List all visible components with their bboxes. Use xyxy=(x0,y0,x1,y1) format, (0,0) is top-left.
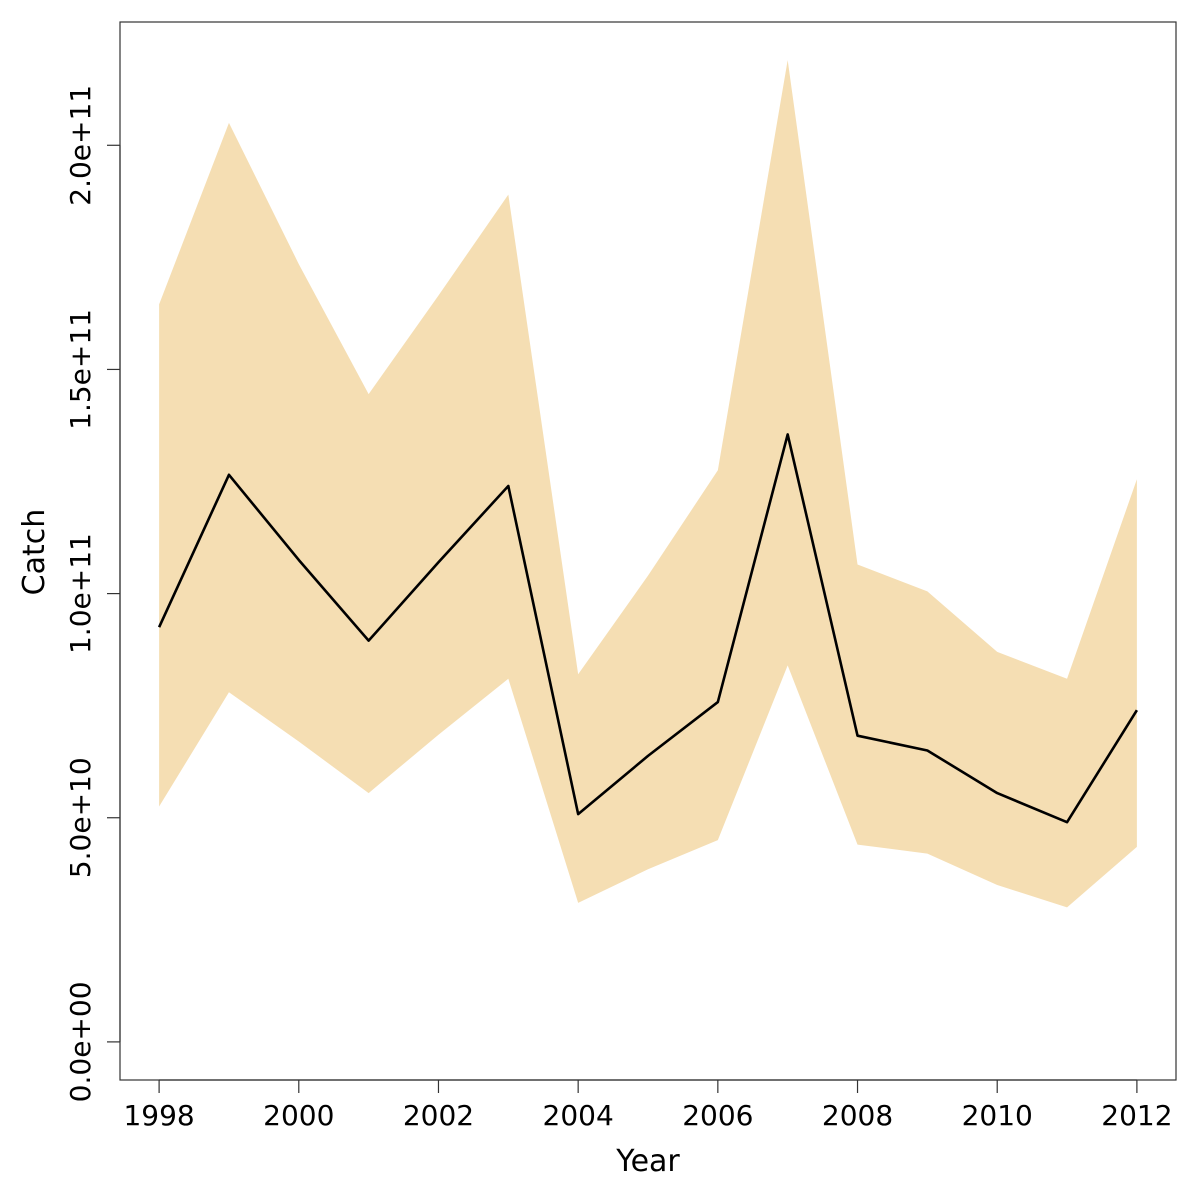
median-line-layer xyxy=(157,433,1138,824)
y-tick-label: 0.0e+00 xyxy=(64,981,97,1102)
x-axis-title: Year xyxy=(615,1144,680,1179)
x-tick-label: 2004 xyxy=(543,1099,614,1132)
x-tick-label: 2006 xyxy=(682,1099,753,1132)
y-tick-label: 2.0e+11 xyxy=(64,85,97,206)
y-axis-title: Catch xyxy=(17,509,52,596)
confidence-band xyxy=(159,60,1137,908)
x-tick-label: 2002 xyxy=(403,1099,474,1132)
y-axis: 0.0e+00 5.0e+10 1.0e+11 1.5e+11 2.0e+11 xyxy=(64,85,121,1102)
x-axis: 1998 2000 2002 2004 2006 2008 2010 2012 xyxy=(123,1079,1173,1132)
x-tick-label: 2000 xyxy=(263,1099,334,1132)
y-tick-label: 1.0e+11 xyxy=(64,533,97,654)
y-tick-label: 5.0e+10 xyxy=(64,757,97,878)
x-tick-label: 2012 xyxy=(1101,1099,1172,1132)
x-tick-label: 2008 xyxy=(822,1099,893,1132)
confidence-band-layer xyxy=(159,60,1137,908)
x-tick-label: 2010 xyxy=(962,1099,1033,1132)
x-tick-label: 1998 xyxy=(123,1099,194,1132)
median-series-line xyxy=(157,433,1138,824)
y-tick-label: 1.5e+11 xyxy=(64,309,97,430)
